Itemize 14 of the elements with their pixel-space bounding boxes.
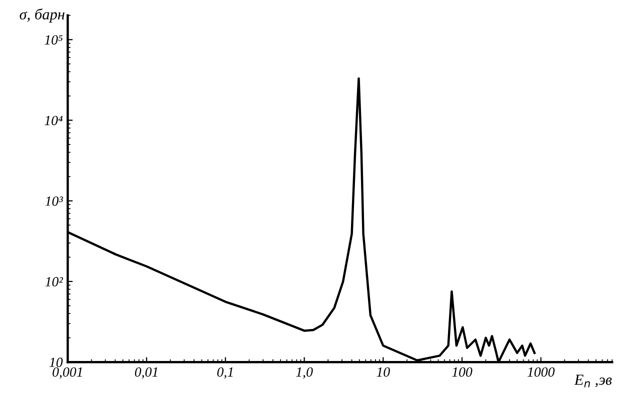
x-tick-label: 10	[376, 367, 390, 377]
x-tick-label: 0,1	[217, 367, 233, 379]
y-tick-label: 10⁴	[44, 116, 63, 126]
y-tick-label: 10	[49, 358, 63, 368]
x-tick-label: 1000	[528, 367, 555, 377]
x-tick-label: 0,001	[52, 367, 82, 379]
y-tick-label: 10²	[45, 277, 64, 286]
x-tick-label: 100	[452, 367, 472, 377]
y-tick-label: 10⁵	[44, 35, 63, 45]
x-axis-title: E$_{n}$ ,эв	[574, 374, 612, 388]
x-tick-label: 1,0	[296, 367, 313, 379]
y-tick-label: 10³	[45, 196, 64, 206]
x-tick-label: 0,01	[134, 367, 158, 379]
y-axis-title: σ, барн	[20, 8, 64, 23]
